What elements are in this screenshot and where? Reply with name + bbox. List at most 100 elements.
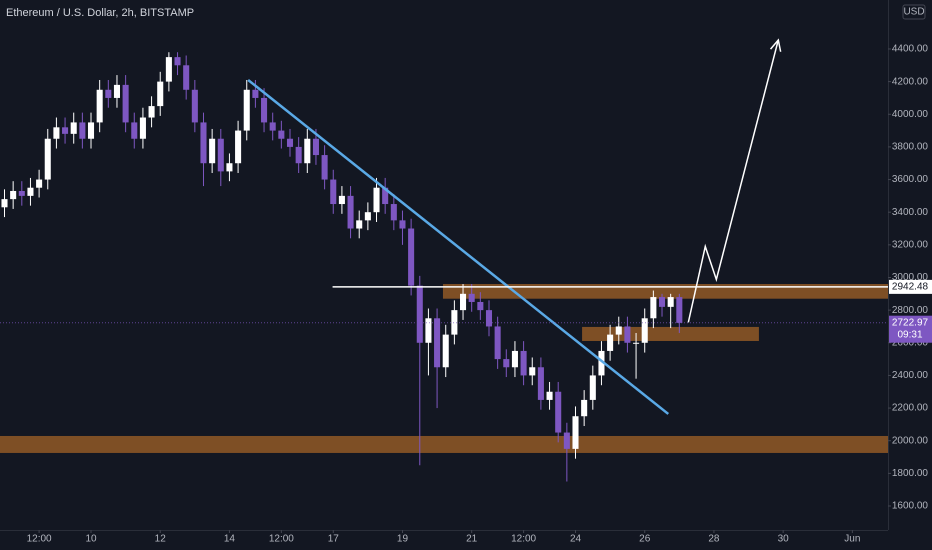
last-price-box <box>889 315 932 343</box>
candle-body <box>113 84 120 98</box>
candle-body <box>62 127 69 134</box>
candle-body <box>408 228 415 286</box>
trendline <box>247 79 670 415</box>
x-tick-label: 10 <box>85 534 97 545</box>
candle-body <box>235 130 242 164</box>
chart-title: Ethereum / U.S. Dollar, 2h, BITSTAMP <box>6 7 194 19</box>
candle-body <box>36 179 43 188</box>
candle-body <box>18 190 25 196</box>
x-tick-label: 12:00 <box>511 534 536 545</box>
candle-body <box>598 350 605 376</box>
candle-body <box>416 285 423 343</box>
candle-body <box>165 57 172 82</box>
zone <box>0 435 888 453</box>
candle-body <box>330 179 337 205</box>
candle-body <box>494 326 501 360</box>
x-tick-label: 24 <box>570 534 582 545</box>
candle-body <box>390 204 397 221</box>
candle-body <box>468 293 475 302</box>
candle-body <box>347 195 354 229</box>
x-tick-label: 26 <box>639 534 651 545</box>
y-tick-label: 3000.00 <box>892 272 929 283</box>
x-tick-label: 12:00 <box>269 534 294 545</box>
level-price-label: 2942.48 <box>892 282 929 293</box>
candle-body <box>209 138 216 164</box>
y-tick-label: 1600.00 <box>892 501 929 512</box>
x-tick-label: 12 <box>155 534 167 545</box>
candle-body <box>615 326 622 335</box>
countdown-label: 09:31 <box>897 329 922 340</box>
candle-body <box>382 187 389 205</box>
candle-body <box>555 391 562 433</box>
candle-body <box>581 399 588 417</box>
candle-body <box>442 334 449 368</box>
x-tick-label: 30 <box>778 534 790 545</box>
x-tick-label: 21 <box>466 534 478 545</box>
candle-body <box>624 326 631 343</box>
candle-body <box>563 432 570 449</box>
y-tick-label: 2000.00 <box>892 435 929 446</box>
y-tick-label: 2200.00 <box>892 403 929 414</box>
x-tick-label: Jun <box>844 534 860 545</box>
candle-body <box>641 318 648 343</box>
x-tick-label: 28 <box>708 534 720 545</box>
last-price-label: 2722.97 <box>892 317 929 328</box>
y-tick-label: 2600.00 <box>892 337 929 348</box>
candle-body <box>373 187 380 213</box>
y-tick-label: 1800.00 <box>892 468 929 479</box>
candle-body <box>252 89 259 98</box>
y-tick-label: 3400.00 <box>892 207 929 218</box>
candle-body <box>286 138 294 147</box>
currency-box <box>902 4 926 20</box>
candle-body <box>425 318 432 343</box>
projection-path <box>687 39 780 323</box>
y-tick-label: 2800.00 <box>892 305 929 316</box>
y-tick-label: 4200.00 <box>892 76 929 87</box>
candle-body <box>607 334 614 351</box>
candle-body <box>667 297 674 307</box>
candle-body <box>44 138 51 180</box>
candle-body <box>79 122 86 139</box>
candle-body <box>338 195 345 205</box>
y-tick-label: 4000.00 <box>892 109 929 120</box>
candle-body <box>650 297 657 319</box>
candle-body <box>217 138 224 172</box>
candle-body <box>572 416 579 449</box>
candle-body <box>122 84 129 123</box>
x-tick-label: 19 <box>397 534 409 545</box>
candle-body <box>520 350 527 376</box>
candle-body <box>546 391 553 400</box>
candle-body <box>183 65 190 90</box>
candle-body <box>27 187 34 196</box>
x-tick-label: 14 <box>224 534 236 545</box>
candle-body <box>96 89 103 123</box>
candle-body <box>529 367 536 376</box>
candle-body <box>477 301 484 311</box>
candle-body <box>304 138 311 164</box>
candle-body <box>87 122 95 139</box>
zone <box>442 284 888 299</box>
candle-body <box>364 212 371 221</box>
candle-body <box>200 122 207 164</box>
candle-body <box>10 190 17 200</box>
candle-body <box>589 375 596 400</box>
candle-body <box>148 106 155 118</box>
candle-body <box>312 138 319 156</box>
candle-body <box>537 367 544 400</box>
candle-body <box>460 293 467 311</box>
candle-body <box>503 359 510 368</box>
candle-body <box>226 163 233 172</box>
candle-body <box>53 127 60 139</box>
candle-body <box>633 342 640 344</box>
currency-label: USD <box>903 7 924 18</box>
candle-body <box>191 89 198 123</box>
y-tick-label: 2400.00 <box>892 370 929 381</box>
candle-body <box>70 122 77 134</box>
candle-body <box>157 81 164 107</box>
candle-body <box>105 89 112 98</box>
candle-body <box>321 155 328 180</box>
x-tick-label: 12:00 <box>27 534 52 545</box>
